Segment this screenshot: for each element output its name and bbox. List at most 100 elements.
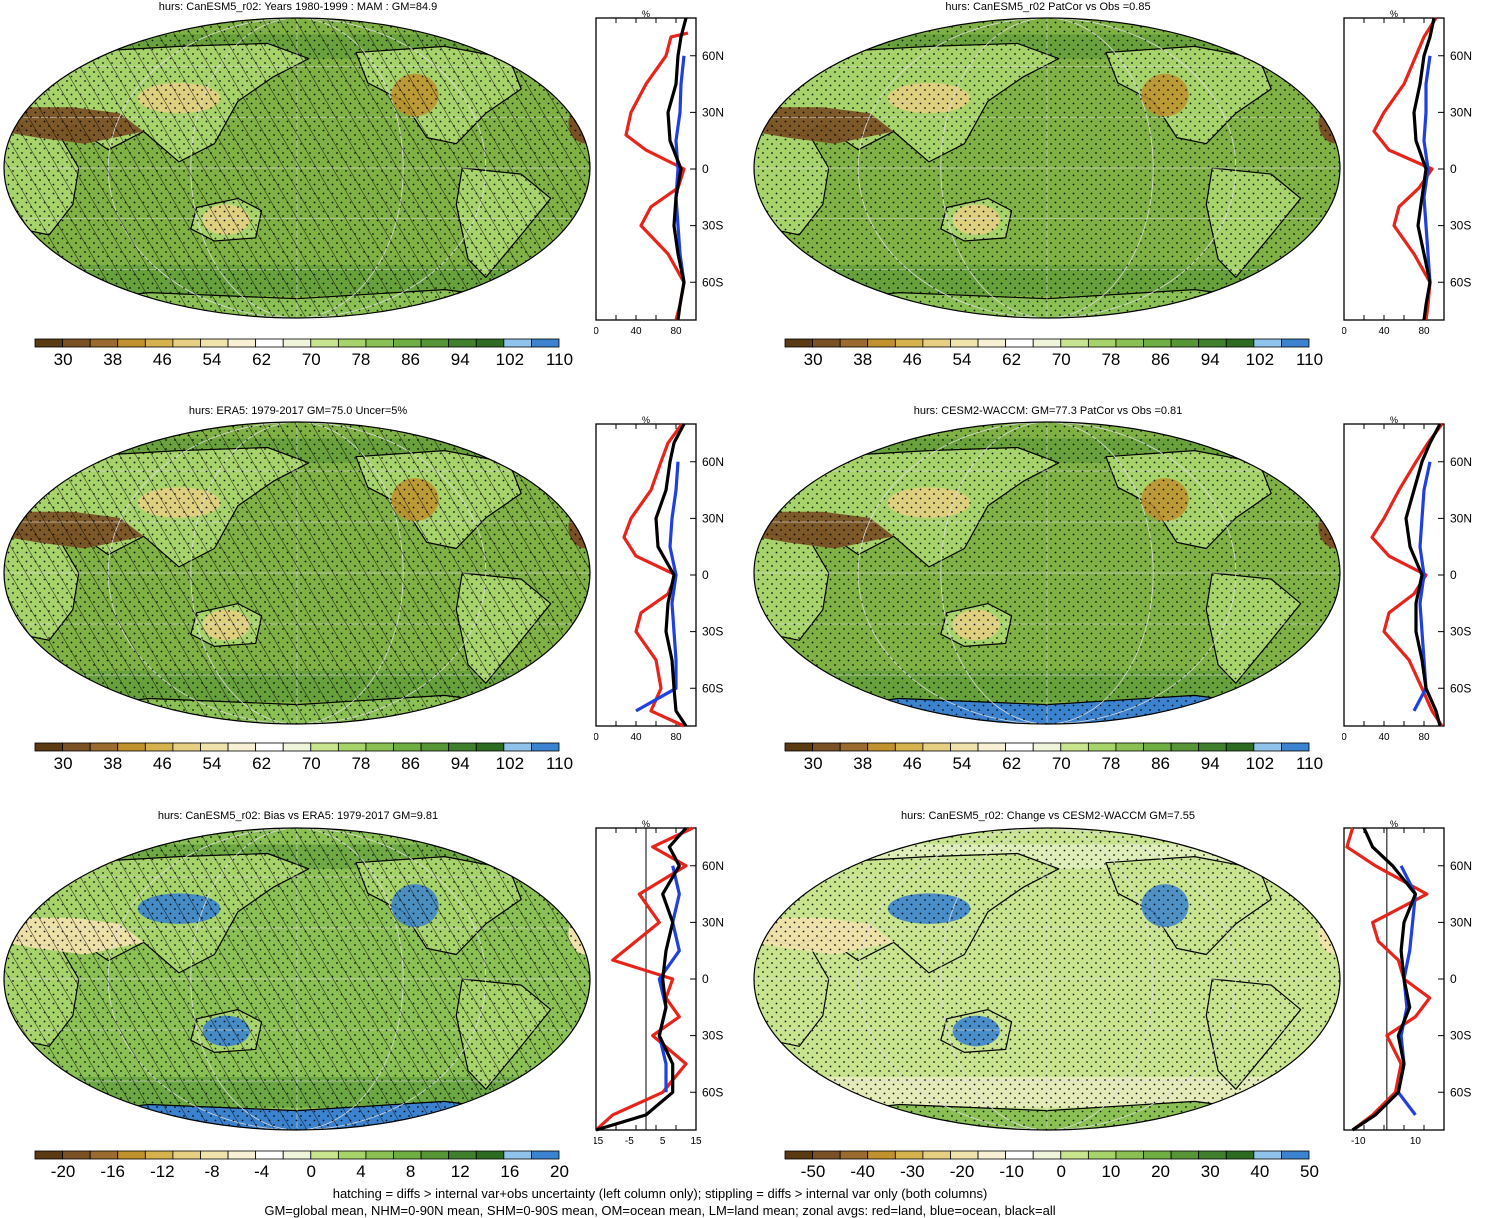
zonal-unit-label: % <box>642 820 650 829</box>
colorbar-label: -16 <box>100 1162 126 1181</box>
colorbar-swatch <box>1253 742 1282 752</box>
colorbar-swatch <box>1143 338 1172 348</box>
zonal-lat-label: 60S <box>702 681 723 695</box>
colorbar-swatch <box>1281 742 1310 752</box>
colorbar-label: 110 <box>545 754 574 773</box>
colorbar-swatch <box>1032 338 1062 348</box>
colorbar-label: 50 <box>1300 1162 1319 1181</box>
colorbar-label: 110 <box>545 350 574 369</box>
colorbar-label: 54 <box>202 350 222 369</box>
colorbar-label: 38 <box>103 350 123 369</box>
colorbar-label: 86 <box>401 350 421 369</box>
colorbar-swatch <box>1225 338 1255 348</box>
colorbar-swatch <box>1198 1150 1227 1160</box>
map-p4 <box>753 421 1341 725</box>
colorbar-swatch <box>255 338 284 348</box>
colorbar-swatch <box>117 338 146 348</box>
zonal-x-tick-label: 40 <box>1378 326 1390 337</box>
zonal-lat-label: 60S <box>1450 1085 1471 1099</box>
zonal-all-line <box>1351 827 1417 1132</box>
map-p2 <box>753 17 1341 319</box>
colorbar-swatch <box>867 1150 896 1160</box>
colorbar-label: 70 <box>1051 754 1071 773</box>
colorbar-swatch <box>144 742 174 752</box>
colorbar-swatch <box>144 338 174 348</box>
colorbar-swatch <box>337 1150 367 1160</box>
zonal-lat-label: 60N <box>702 49 724 63</box>
colorbar-label: 0 <box>1056 1162 1067 1181</box>
colorbar-swatch <box>200 742 229 752</box>
zonal-lat-label: 30N <box>1450 105 1472 119</box>
colorbar-label: 38 <box>853 350 873 369</box>
colorbar-swatch <box>531 1150 560 1160</box>
colorbar-swatch <box>200 338 229 348</box>
footnote-line-2: GM=global mean, NHM=0-90N mean, SHM=0-90… <box>264 1203 1056 1218</box>
colorbar-swatch <box>784 338 813 348</box>
footnote-line-1: hatching = diffs > internal var+obs unce… <box>332 1186 988 1201</box>
zonal-x-tick-label: 15 <box>690 1136 702 1147</box>
colorbar-label: 102 <box>1245 350 1275 369</box>
colorbar-label: 46 <box>902 754 922 773</box>
colorbar-swatch <box>365 338 394 348</box>
colorbar-swatch <box>475 338 505 348</box>
zonal-x-tick-label: 0 <box>1342 326 1347 337</box>
colorbar-swatch <box>448 742 477 752</box>
colorbar-label: 4 <box>356 1162 366 1181</box>
zonal-all-line <box>595 826 688 1132</box>
colorbar-label: 30 <box>803 350 823 369</box>
zonal-unit-label: % <box>1390 416 1398 425</box>
colorbar-swatch <box>282 338 312 348</box>
colorbar-swatch <box>1281 338 1310 348</box>
colorbar-label: 12 <box>450 1162 470 1181</box>
zonal-lat-label: 0 <box>702 568 709 582</box>
zonal-x-tick-label: -5 <box>625 1136 634 1147</box>
zonal-lat-label: 60N <box>702 859 724 873</box>
zonal-lat-label: 30S <box>1450 1029 1471 1043</box>
colorbar-label: -20 <box>949 1162 975 1181</box>
colorbar-label: 102 <box>495 350 525 369</box>
zonal-lat-label: 30S <box>702 1029 723 1043</box>
zonal-x-tick-label: -15 <box>594 1136 604 1147</box>
zonal-land-line <box>1370 423 1444 727</box>
colorbar-label: 78 <box>1101 350 1121 369</box>
colorbar-label: -10 <box>999 1162 1024 1181</box>
zonal-lat-label: 30N <box>702 915 724 929</box>
colorbar-swatch <box>1281 1150 1310 1160</box>
zonal-lat-label: 30N <box>1450 511 1472 525</box>
colorbar-label: -30 <box>900 1162 925 1181</box>
colorbar-swatch <box>1087 338 1117 348</box>
colorbar-label: 70 <box>1051 350 1071 369</box>
colorbar-swatch <box>310 338 339 348</box>
colorbar-swatch <box>89 338 119 348</box>
colorbar-label: 62 <box>252 754 272 773</box>
colorbar-label: 94 <box>450 754 470 773</box>
colorbar-swatch <box>62 338 91 348</box>
colorbar-swatch <box>1005 338 1034 348</box>
colorbar-swatch <box>475 1150 505 1160</box>
colorbar-swatch <box>922 338 951 348</box>
colorbar-swatch <box>200 1150 229 1160</box>
colorbar-swatch <box>784 1150 813 1160</box>
colorbar-swatch <box>503 338 532 348</box>
colorbar-swatch <box>894 742 924 752</box>
zonal-x-tick-label: 40 <box>630 732 642 743</box>
colorbar-swatch <box>89 1150 119 1160</box>
zonal-lat-label: 0 <box>1450 568 1457 582</box>
colorbar-label: 38 <box>853 754 873 773</box>
colorbar-swatch <box>867 742 896 752</box>
colorbar-swatch <box>337 742 367 752</box>
colorbar-label: 78 <box>351 754 371 773</box>
colorbar-label: 8 <box>405 1162 416 1181</box>
zonal-x-tick-label: 10 <box>1410 1136 1422 1147</box>
colorbar-swatch <box>812 1150 841 1160</box>
colorbar-swatch <box>1060 1150 1089 1160</box>
colorbar-label: 62 <box>1002 754 1022 773</box>
zonal-unit-label: % <box>642 416 650 425</box>
colorbar-swatch <box>1087 1150 1117 1160</box>
zonal-lat-label: 60S <box>702 275 723 289</box>
colorbar-swatch <box>172 1150 201 1160</box>
colorbar-swatch <box>1225 742 1255 752</box>
colorbar-swatch <box>172 338 201 348</box>
colorbar-swatch <box>89 742 119 752</box>
colorbar-label: 0 <box>306 1162 317 1181</box>
